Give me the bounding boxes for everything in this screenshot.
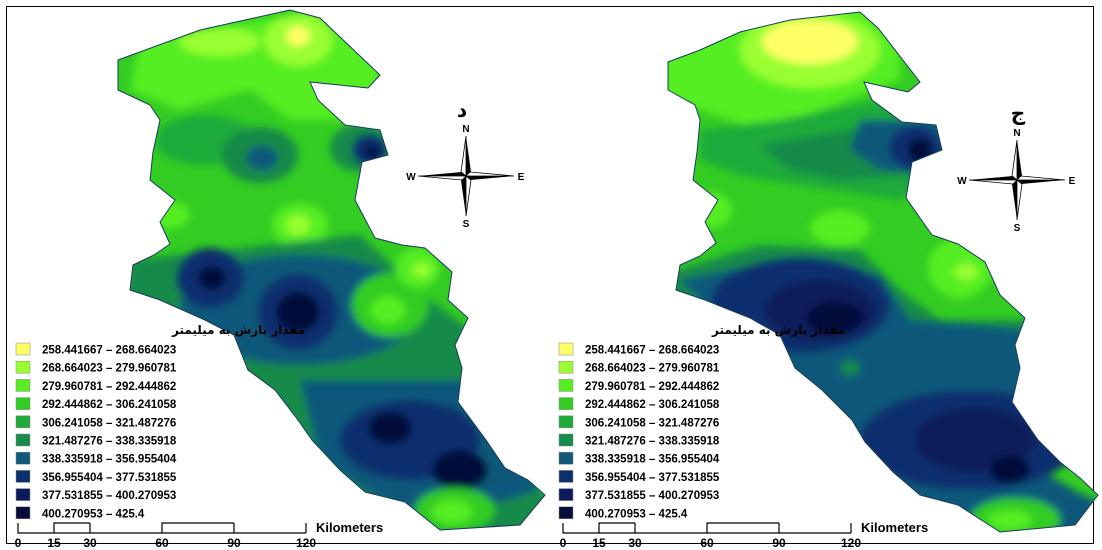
legend-label-left-6: 338.335918 – 356.955404 <box>42 454 177 466</box>
legend-label-left-4: 306.241058 – 321.487276 <box>42 417 176 429</box>
legend-label-right-2: 279.960781 – 292.444862 <box>585 381 719 393</box>
compass-e-right: E <box>1069 176 1076 187</box>
legend-label-right-3: 292.444862 – 306.241058 <box>585 399 720 411</box>
legend-swatch-left-7 <box>15 470 31 483</box>
compass-s-left: S <box>463 219 470 230</box>
legend-swatch-left-9 <box>15 506 31 520</box>
legend-swatch-left-6 <box>15 451 31 465</box>
legend-label-right-0: 258.441667 – 268.664023 <box>585 345 719 357</box>
panel-letter-left: د <box>457 98 467 122</box>
compass-w-right: W <box>957 176 967 187</box>
compass-e-left: E <box>518 172 525 183</box>
scale-tick-left-5: 120 <box>296 536 316 550</box>
scale-unit-right: Kilometers <box>861 520 928 535</box>
compass-w-left: W <box>406 172 416 183</box>
compass-rose-icon <box>417 135 515 217</box>
legend-label-left-9: 400.270953 – 425.4 <box>42 508 145 520</box>
legend-swatch-left-2 <box>15 379 31 392</box>
scale-bar-line-left <box>17 522 307 534</box>
legend-label-left-0: 258.441667 – 268.664023 <box>42 345 176 357</box>
compass-n-left: N <box>462 124 469 135</box>
legend-swatch-left-4 <box>15 415 31 429</box>
legend-label-right-8: 377.531855 – 400.270953 <box>585 490 719 502</box>
legend-swatch-right-0 <box>558 342 574 356</box>
legend-swatch-right-7 <box>558 470 574 483</box>
legend-swatch-right-5 <box>558 433 574 447</box>
legend-left: مقدار بارش به میلیمتر 258.441667 – 268.6… <box>15 323 305 520</box>
legend-swatch-right-2 <box>558 379 574 392</box>
legend-swatch-left-3 <box>15 397 31 410</box>
panel-letter-right: ج <box>1011 101 1026 125</box>
legend-label-left-1: 268.664023 – 279.960781 <box>42 363 177 375</box>
legend-label-right-4: 306.241058 – 321.487276 <box>585 417 719 429</box>
legend-swatch-right-6 <box>558 451 574 465</box>
legend-swatch-right-9 <box>558 506 574 520</box>
scale-tick-left-1: 15 <box>47 536 61 550</box>
legend-label-left-7: 356.955404 – 377.531855 <box>42 472 177 484</box>
legend-swatch-left-5 <box>15 433 31 447</box>
legend-label-right-9: 400.270953 – 425.4 <box>585 508 688 520</box>
north-arrow-left: N S E W <box>406 124 524 230</box>
scale-tick-left-4: 90 <box>227 536 241 550</box>
scale-tick-left-0: 0 <box>15 536 22 550</box>
legend-label-right-1: 268.664023 – 279.960781 <box>585 363 720 375</box>
scale-unit-left: Kilometers <box>316 520 383 535</box>
legend-title-left: مقدار بارش به میلیمتر <box>171 323 305 337</box>
legend-swatch-right-3 <box>558 397 574 410</box>
legend-title-right: مقدار بارش به میلیمتر <box>711 323 845 337</box>
legend-swatch-right-1 <box>558 360 574 374</box>
legend-right: مقدار بارش به میلیمتر 258.441667 – 268.6… <box>558 323 845 520</box>
scale-tick-right-2: 30 <box>628 536 642 550</box>
legend-label-left-5: 321.487276 – 338.335918 <box>42 436 177 448</box>
compass-s-right: S <box>1014 223 1021 234</box>
compass-n-right: N <box>1013 128 1020 139</box>
legend-label-right-7: 356.955404 – 377.531855 <box>585 472 720 484</box>
scale-tick-right-1: 15 <box>592 536 606 550</box>
figure-border <box>6 6 1094 544</box>
legend-label-left-2: 279.960781 – 292.444862 <box>42 381 176 393</box>
legend-swatch-right-8 <box>558 488 574 501</box>
scale-tick-right-5: 120 <box>841 536 861 550</box>
scale-tick-left-2: 30 <box>83 536 97 550</box>
scale-tick-right-3: 60 <box>700 536 714 550</box>
map-left-outline <box>117 9 546 531</box>
legend-swatch-left-8 <box>15 488 31 501</box>
legend-swatch-right-4 <box>558 415 574 429</box>
legend-swatch-left-0 <box>15 342 31 356</box>
legend-swatch-left-1 <box>15 360 31 374</box>
scale-tick-left-3: 60 <box>155 536 169 550</box>
scale-bar-line-right <box>562 522 852 534</box>
legend-label-right-6: 338.335918 – 356.955404 <box>585 454 720 466</box>
scale-tick-right-0: 0 <box>560 536 567 550</box>
north-arrow-right: N S E W <box>957 128 1075 234</box>
map-right-outline <box>667 11 1099 533</box>
compass-rose-icon <box>968 139 1066 221</box>
legend-label-left-3: 292.444862 – 306.241058 <box>42 399 177 411</box>
legend-label-left-8: 377.531855 – 400.270953 <box>42 490 176 502</box>
legend-label-right-5: 321.487276 – 338.335918 <box>585 436 720 448</box>
scale-tick-right-4: 90 <box>772 536 786 550</box>
